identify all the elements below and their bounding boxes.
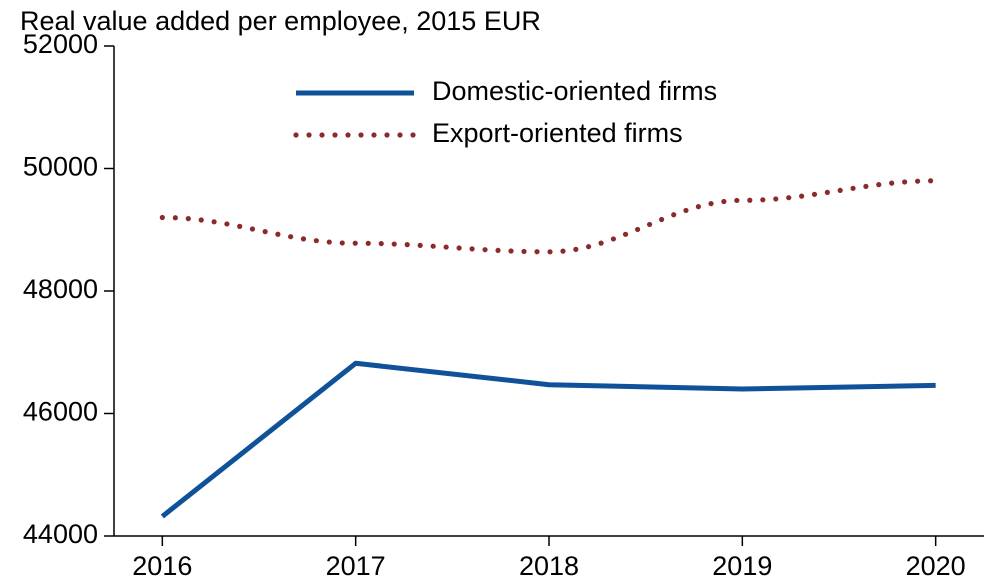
x-tick-label: 2016 xyxy=(132,551,192,581)
series-dot xyxy=(799,194,804,199)
legend-sample-dot xyxy=(293,132,298,137)
x-tick-label: 2017 xyxy=(326,551,386,581)
series-dot xyxy=(173,215,178,220)
y-tick-label: 46000 xyxy=(23,397,98,427)
series-dot xyxy=(186,216,191,221)
legend-label: Domestic-oriented firms xyxy=(432,76,717,106)
x-tick-label: 2019 xyxy=(712,551,772,581)
series-dot xyxy=(928,178,933,183)
series-dot xyxy=(366,241,371,246)
series-dot xyxy=(353,241,358,246)
series-dot xyxy=(340,240,345,245)
chart-container: Real value added per employee, 2015 EUR 4… xyxy=(0,0,1000,588)
series-dot xyxy=(237,224,242,229)
series-dot xyxy=(573,247,578,252)
legend-sample-dot xyxy=(345,132,350,137)
legend-sample-dot xyxy=(306,132,311,137)
series-dot xyxy=(457,245,462,250)
legend-sample-dot xyxy=(358,132,363,137)
series-dot xyxy=(418,243,423,248)
y-tick-label: 44000 xyxy=(23,519,98,549)
series-dot xyxy=(850,186,855,191)
legend-sample-dot xyxy=(332,132,337,137)
series-dot xyxy=(773,196,778,201)
series-dot xyxy=(915,179,920,184)
series-dot xyxy=(863,184,868,189)
series-dot xyxy=(534,249,539,254)
series-dot xyxy=(671,212,676,217)
series-dot xyxy=(611,236,616,241)
series-dot xyxy=(659,217,664,222)
legend-sample-dot xyxy=(397,132,402,137)
series-dot xyxy=(902,179,907,184)
series-dot xyxy=(212,219,217,224)
series-dot xyxy=(301,236,306,241)
series-dot xyxy=(838,188,843,193)
series-dot xyxy=(647,222,652,227)
series-dot xyxy=(327,239,332,244)
series-dot xyxy=(160,215,165,220)
series-dot xyxy=(696,204,701,209)
legend-label: Export-oriented firms xyxy=(432,118,683,148)
series-dot xyxy=(263,229,268,234)
series-dot xyxy=(224,221,229,226)
series-dot xyxy=(598,241,603,246)
series-dot xyxy=(495,248,500,253)
series-dot xyxy=(635,227,640,232)
legend-sample-dot xyxy=(319,132,324,137)
legend-sample-dot xyxy=(371,132,376,137)
series-dot xyxy=(444,244,449,249)
series-dot xyxy=(314,238,319,243)
series-dot xyxy=(586,244,591,249)
line-chart: Real value added per employee, 2015 EUR 4… xyxy=(0,0,1000,588)
y-tick-label: 50000 xyxy=(23,152,98,182)
chart-title: Real value added per employee, 2015 EUR xyxy=(20,6,541,36)
series-dot xyxy=(521,249,526,254)
series-dot xyxy=(431,244,436,249)
series-dot xyxy=(199,217,204,222)
series-dot xyxy=(288,234,293,239)
series-dot xyxy=(250,226,255,231)
x-tick-label: 2018 xyxy=(519,551,579,581)
y-tick-label: 52000 xyxy=(23,29,98,59)
x-tick-label: 2020 xyxy=(906,551,966,581)
series-dot xyxy=(547,249,552,254)
series-dot xyxy=(623,232,628,237)
series-dot xyxy=(469,246,474,251)
series-dot xyxy=(889,181,894,186)
series-dot xyxy=(721,199,726,204)
legend-sample-dot xyxy=(384,132,389,137)
series-dot xyxy=(708,201,713,206)
series-dot xyxy=(683,208,688,213)
series-dot xyxy=(275,232,280,237)
series-dot xyxy=(786,195,791,200)
series-dot xyxy=(760,197,765,202)
y-tick-label: 48000 xyxy=(23,274,98,304)
series-dot xyxy=(747,198,752,203)
series-dot xyxy=(482,247,487,252)
series-dot xyxy=(812,192,817,197)
series-dot xyxy=(379,241,384,246)
series-dot xyxy=(876,182,881,187)
series-dot xyxy=(405,242,410,247)
legend-sample-dot xyxy=(410,132,415,137)
series-dot xyxy=(560,249,565,254)
series-dot xyxy=(392,241,397,246)
series-dot xyxy=(508,248,513,253)
series-dot xyxy=(825,190,830,195)
series-dot xyxy=(734,198,739,203)
